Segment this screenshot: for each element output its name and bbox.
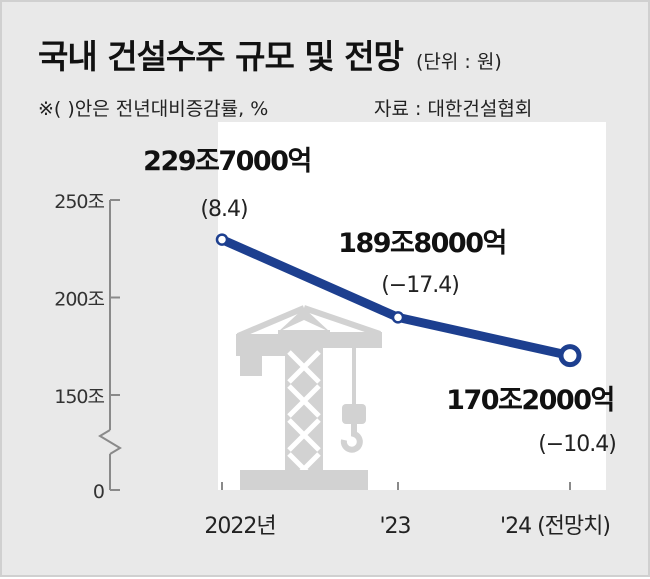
y-tick-label: 200조 bbox=[54, 289, 104, 311]
change-label: (8.4) bbox=[200, 197, 247, 222]
change-label: (−17.4) bbox=[381, 273, 459, 298]
value-label: 170조2000억 bbox=[446, 385, 614, 416]
source-text: 자료 : 대한건설협회 bbox=[374, 98, 533, 120]
data-point bbox=[215, 233, 229, 246]
value-label: 229조7000억 bbox=[143, 146, 311, 177]
value-label: 189조8000억 bbox=[338, 228, 506, 259]
plot-area bbox=[218, 122, 606, 490]
x-tick-label: 2022년 bbox=[204, 514, 275, 539]
unit-label: (단위 : 원) bbox=[416, 51, 502, 73]
y-tick-label: 250조 bbox=[54, 191, 104, 213]
title-row: 국내 건설수주 규모 및 전망 (단위 : 원) bbox=[38, 30, 502, 78]
data-point bbox=[558, 344, 582, 368]
x-tick-label: '23 bbox=[379, 514, 410, 539]
y-tick-label: 150조 bbox=[54, 386, 104, 408]
y-tick-label: 0 bbox=[93, 481, 104, 503]
y-axis-break bbox=[98, 429, 122, 455]
chart-title: 국내 건설수주 규모 및 전망 bbox=[38, 37, 404, 76]
change-label: (−10.4) bbox=[538, 432, 616, 457]
note-text: ※( )안은 전년대비증감률, % bbox=[38, 98, 269, 120]
construction-crane-icon bbox=[236, 305, 382, 490]
x-tick-label: '24 (전망치) bbox=[500, 514, 610, 539]
data-point bbox=[391, 311, 405, 324]
